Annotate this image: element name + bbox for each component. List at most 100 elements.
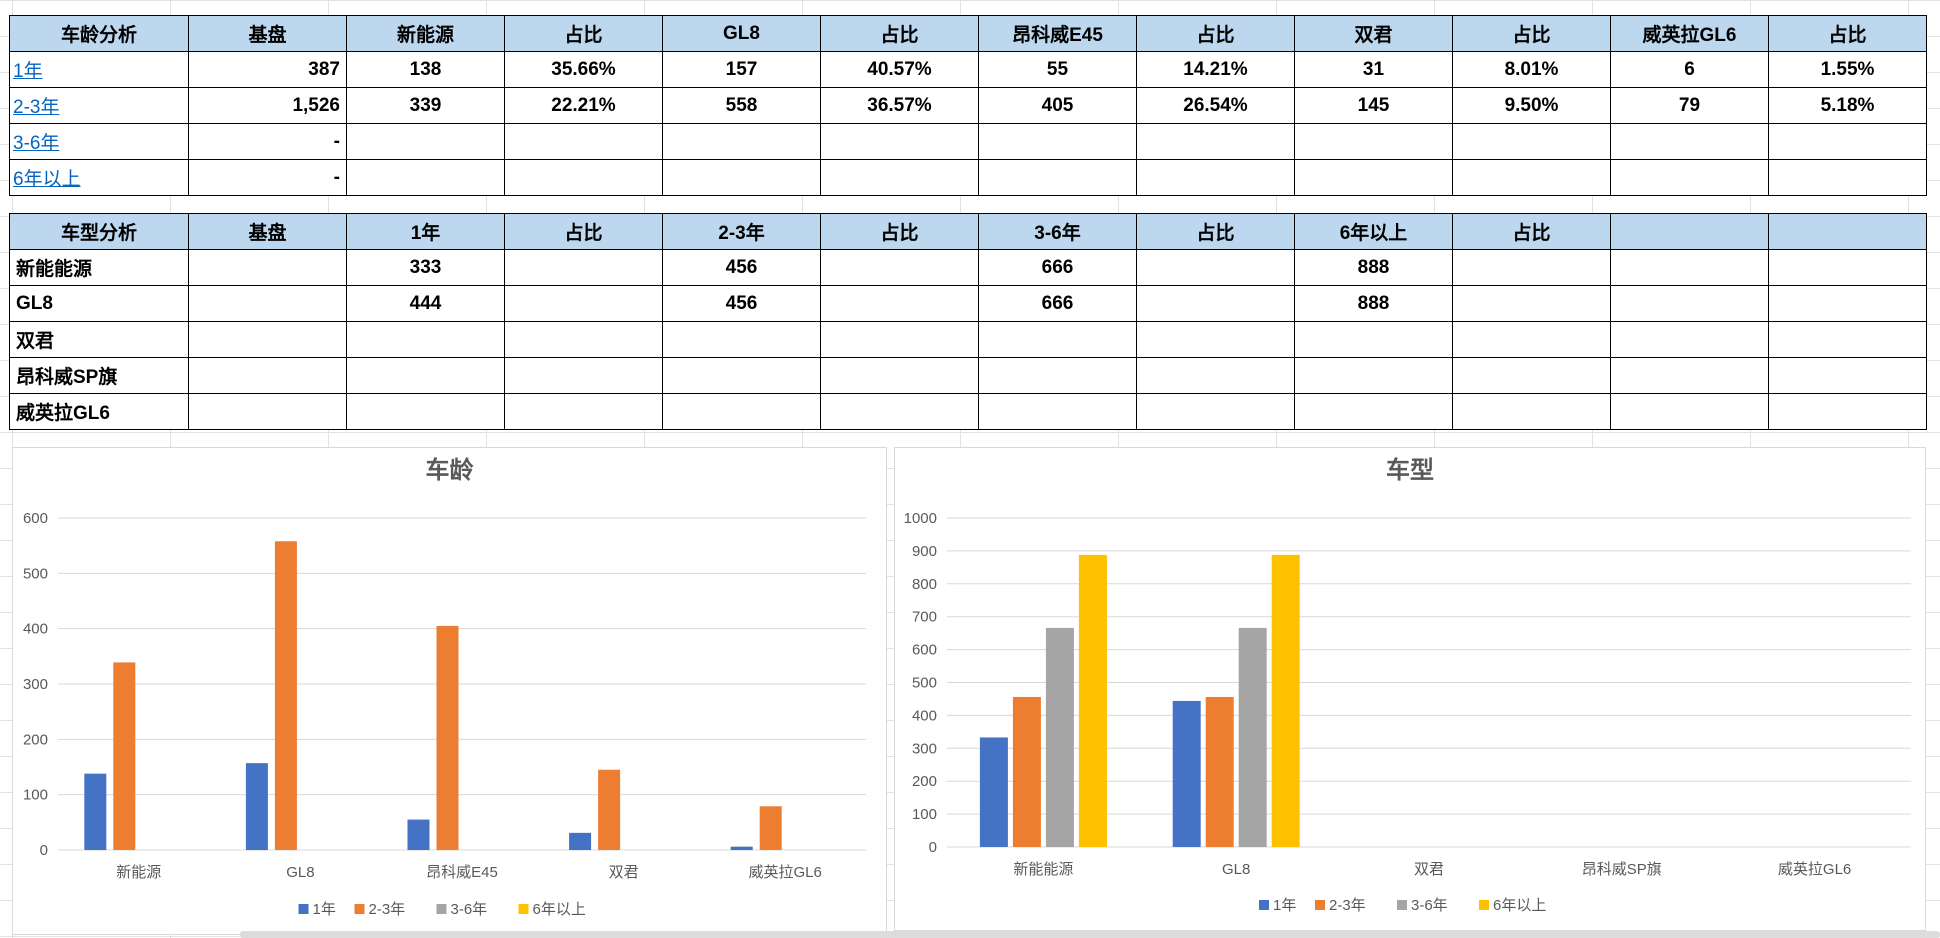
data-cell[interactable] xyxy=(978,123,1137,160)
bar-1年[interactable] xyxy=(84,773,107,850)
header-cell[interactable]: 基盘 xyxy=(188,213,347,250)
data-cell[interactable]: 138 xyxy=(346,51,505,88)
data-cell[interactable]: 888 xyxy=(1294,285,1453,322)
row-label[interactable]: 昂科威SP旗 xyxy=(9,357,189,394)
data-cell[interactable] xyxy=(1768,357,1927,394)
data-cell[interactable] xyxy=(504,393,663,430)
data-cell[interactable] xyxy=(188,249,347,286)
data-cell[interactable] xyxy=(504,123,663,160)
data-cell[interactable] xyxy=(1452,357,1611,394)
data-cell[interactable] xyxy=(346,123,505,160)
bar-3-6年[interactable] xyxy=(1045,627,1074,847)
bar-1年[interactable] xyxy=(569,832,592,850)
data-cell[interactable] xyxy=(978,159,1137,196)
bar-1年[interactable] xyxy=(730,846,753,850)
data-cell[interactable] xyxy=(1452,393,1611,430)
data-cell[interactable] xyxy=(662,357,821,394)
data-cell[interactable]: - xyxy=(188,123,347,160)
header-cell[interactable]: 6年以上 xyxy=(1294,213,1453,250)
header-cell[interactable]: 双君 xyxy=(1294,15,1453,52)
data-cell[interactable] xyxy=(1136,159,1295,196)
header-cell[interactable]: 占比 xyxy=(1452,213,1611,250)
row-label[interactable]: 威英拉GL6 xyxy=(9,393,189,430)
data-cell[interactable] xyxy=(1610,159,1769,196)
data-cell[interactable] xyxy=(820,249,979,286)
bar-2-3年[interactable] xyxy=(759,806,782,850)
data-cell[interactable] xyxy=(1768,393,1927,430)
bar-2-3年[interactable] xyxy=(113,662,136,850)
data-cell[interactable]: 6 xyxy=(1610,51,1769,88)
data-cell[interactable]: 888 xyxy=(1294,249,1453,286)
data-cell[interactable]: - xyxy=(188,159,347,196)
data-cell[interactable]: 26.54% xyxy=(1136,87,1295,124)
row-label-link[interactable]: 1年 xyxy=(9,51,189,88)
row-label-link[interactable]: 2-3年 xyxy=(9,87,189,124)
bar-3-6年[interactable] xyxy=(1238,627,1267,847)
data-cell[interactable]: 666 xyxy=(978,249,1137,286)
data-cell[interactable] xyxy=(1452,159,1611,196)
data-cell[interactable] xyxy=(1610,357,1769,394)
data-cell[interactable] xyxy=(1294,159,1453,196)
data-cell[interactable] xyxy=(1610,285,1769,322)
header-cell[interactable]: 2-3年 xyxy=(662,213,821,250)
data-cell[interactable]: 558 xyxy=(662,87,821,124)
data-cell[interactable] xyxy=(1136,285,1295,322)
data-cell[interactable] xyxy=(1136,249,1295,286)
data-cell[interactable] xyxy=(1768,321,1927,358)
data-cell[interactable]: 145 xyxy=(1294,87,1453,124)
data-cell[interactable] xyxy=(978,393,1137,430)
header-cell[interactable]: 占比 xyxy=(1768,15,1927,52)
data-cell[interactable] xyxy=(188,357,347,394)
data-cell[interactable] xyxy=(1452,285,1611,322)
data-cell[interactable] xyxy=(1768,123,1927,160)
header-cell[interactable]: 基盘 xyxy=(188,15,347,52)
bar-1年[interactable] xyxy=(979,737,1008,847)
data-cell[interactable] xyxy=(1294,123,1453,160)
data-cell[interactable]: 9.50% xyxy=(1452,87,1611,124)
data-cell[interactable] xyxy=(1768,159,1927,196)
data-cell[interactable] xyxy=(1294,357,1453,394)
data-cell[interactable] xyxy=(346,357,505,394)
data-cell[interactable] xyxy=(1768,249,1927,286)
header-cell[interactable]: 昂科威E45 xyxy=(978,15,1137,52)
header-cell[interactable]: 1年 xyxy=(346,213,505,250)
data-cell[interactable] xyxy=(504,249,663,286)
data-cell[interactable] xyxy=(1136,321,1295,358)
data-cell[interactable] xyxy=(188,321,347,358)
data-cell[interactable] xyxy=(1768,285,1927,322)
data-cell[interactable]: 387 xyxy=(188,51,347,88)
data-cell[interactable] xyxy=(820,357,979,394)
data-cell[interactable] xyxy=(820,393,979,430)
data-cell[interactable]: 333 xyxy=(346,249,505,286)
data-cell[interactable] xyxy=(820,159,979,196)
bar-6年以上[interactable] xyxy=(1271,554,1300,847)
bar-2-3年[interactable] xyxy=(1012,696,1041,847)
data-cell[interactable] xyxy=(1452,249,1611,286)
data-cell[interactable]: 5.18% xyxy=(1768,87,1927,124)
data-cell[interactable] xyxy=(346,159,505,196)
data-cell[interactable]: 157 xyxy=(662,51,821,88)
data-cell[interactable]: 1,526 xyxy=(188,87,347,124)
data-cell[interactable]: 35.66% xyxy=(504,51,663,88)
data-cell[interactable] xyxy=(820,321,979,358)
data-cell[interactable] xyxy=(1136,123,1295,160)
data-cell[interactable]: 14.21% xyxy=(1136,51,1295,88)
header-cell[interactable]: 车型分析 xyxy=(9,213,189,250)
header-cell[interactable]: 占比 xyxy=(820,15,979,52)
header-cell[interactable]: 威英拉GL6 xyxy=(1610,15,1769,52)
data-cell[interactable] xyxy=(662,159,821,196)
data-cell[interactable] xyxy=(188,393,347,430)
header-cell[interactable] xyxy=(1768,213,1927,250)
header-cell[interactable]: 占比 xyxy=(820,213,979,250)
data-cell[interactable]: 1.55% xyxy=(1768,51,1927,88)
row-label[interactable]: GL8 xyxy=(9,285,189,322)
bar-1年[interactable] xyxy=(245,763,268,850)
data-cell[interactable]: 666 xyxy=(978,285,1137,322)
header-cell[interactable]: 占比 xyxy=(1452,15,1611,52)
data-cell[interactable] xyxy=(978,321,1137,358)
data-cell[interactable] xyxy=(978,357,1137,394)
data-cell[interactable] xyxy=(662,123,821,160)
data-cell[interactable] xyxy=(504,285,663,322)
data-cell[interactable] xyxy=(662,321,821,358)
data-cell[interactable] xyxy=(1452,321,1611,358)
